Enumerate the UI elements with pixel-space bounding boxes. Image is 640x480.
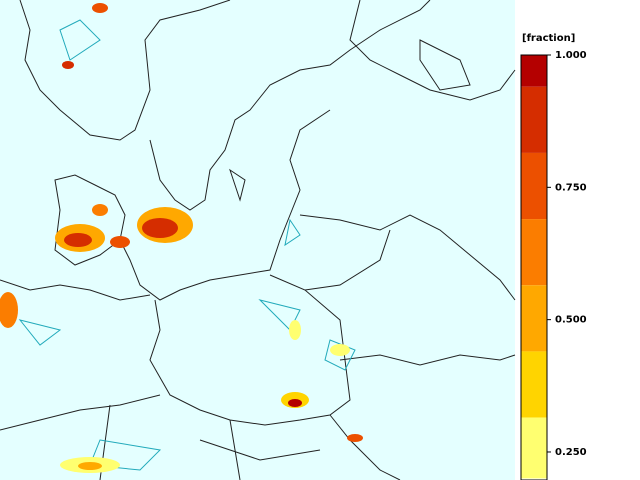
colorbar-title: [fraction]	[522, 33, 575, 44]
colorbar-band	[521, 152, 547, 220]
coastline	[19, 0, 231, 141]
border	[0, 394, 401, 480]
border	[299, 214, 516, 301]
coastline	[119, 109, 331, 301]
colorbar-band	[521, 351, 547, 418]
coastline	[149, 0, 431, 211]
border	[304, 229, 391, 291]
colorbar-tick-label: 0.500	[555, 315, 587, 326]
colorbar-frame	[520, 54, 548, 480]
border	[339, 354, 516, 366]
colorbar-tick-label: 1.000	[555, 50, 587, 61]
colorbar-band	[521, 285, 547, 352]
fraction-field	[0, 3, 363, 473]
coastline	[349, 0, 516, 101]
border	[149, 274, 351, 426]
colorbar-band	[521, 417, 547, 479]
coastline	[229, 39, 471, 202]
colorbar-band	[521, 55, 547, 87]
map	[0, 0, 516, 480]
colorbar-tick-label: 0.750	[555, 182, 587, 193]
contours	[18, 19, 356, 471]
colorbar-band	[521, 86, 547, 153]
coastline	[0, 279, 151, 301]
colorbar-tick-label: 0.250	[555, 447, 587, 458]
colorbar-band	[521, 219, 547, 286]
colorbar: [fraction] 1.000 0.750 0.500 0.250	[520, 33, 587, 480]
